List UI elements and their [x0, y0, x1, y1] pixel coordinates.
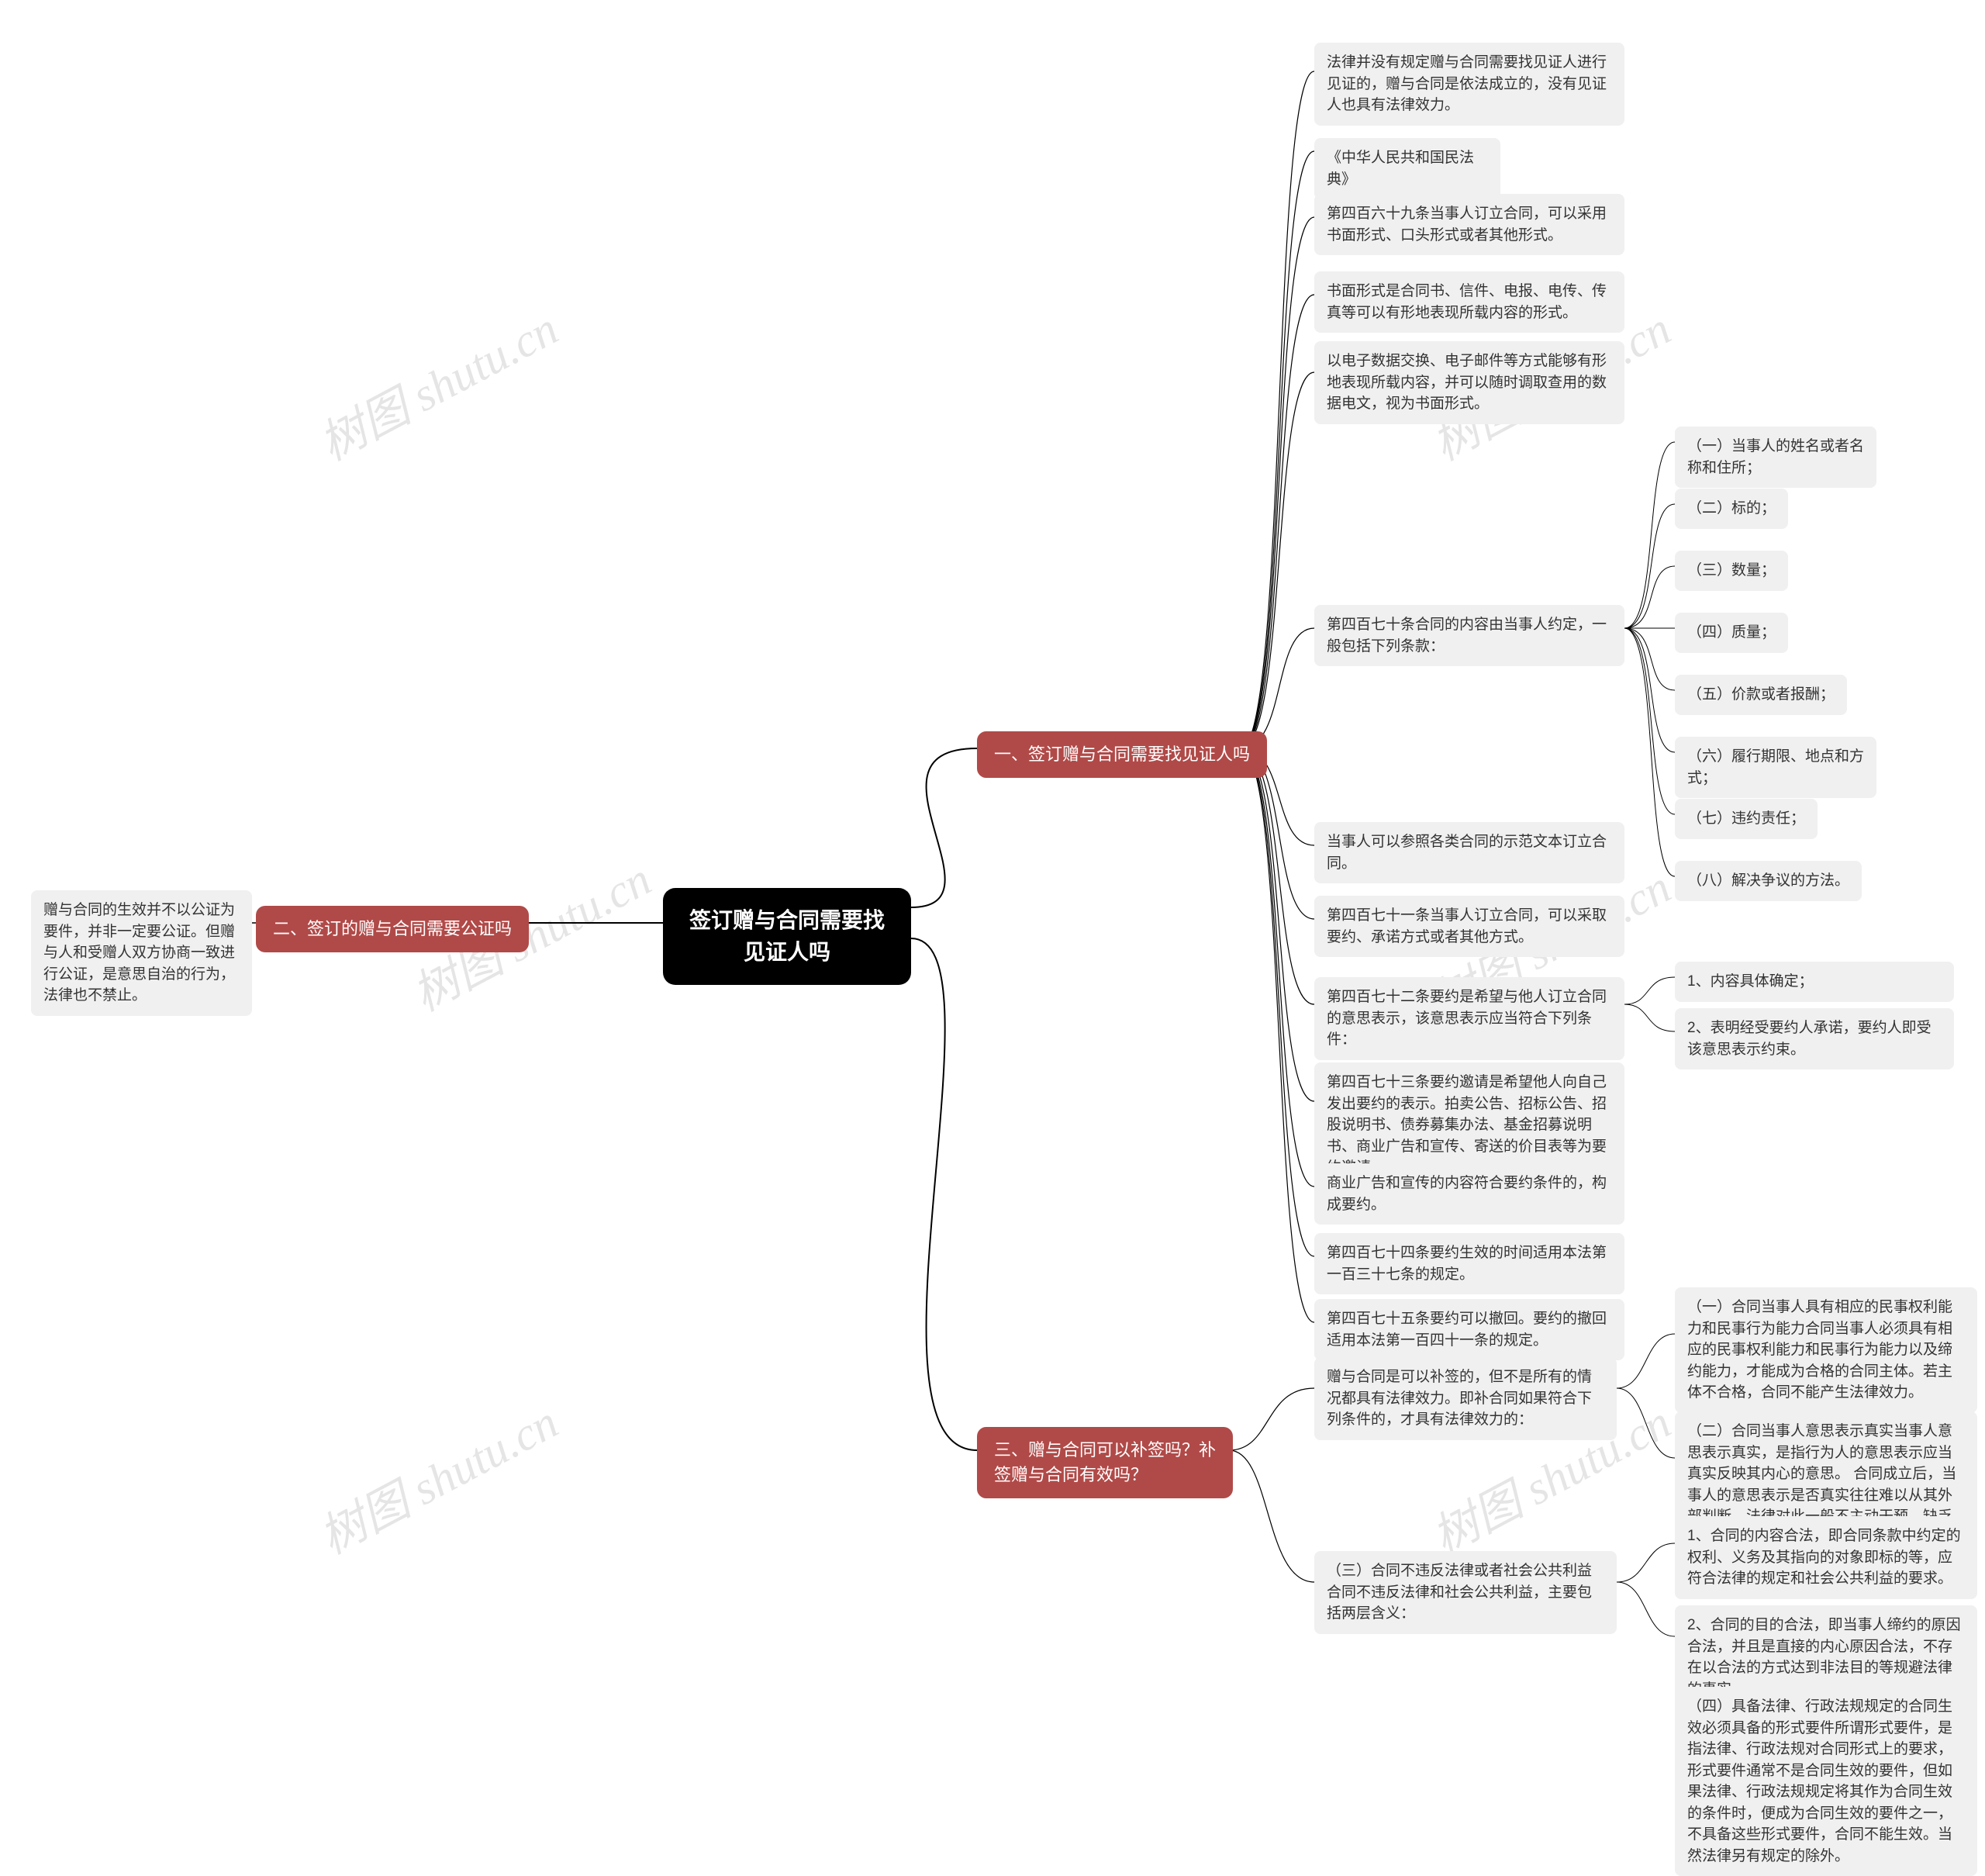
leaf-s1-a6-i2: （二）标的；	[1675, 489, 1788, 529]
leaf-s1-a8: 第四百七十一条当事人订立合同，可以采取要约、承诺方式或者其他方式。	[1314, 896, 1624, 957]
leaf-s1-a9-j1: 1、内容具体确定；	[1675, 962, 1954, 1002]
leaf-s1-a6-i7: （七）违约责任；	[1675, 799, 1818, 839]
leaf-s1-a9: 第四百七十二条要约是希望与他人订立合同的意思表示，该意思表示应当符合下列条件：	[1314, 977, 1624, 1060]
leaf-s1-a12: 第四百七十四条要约生效的时间适用本法第一百三十七条的规定。	[1314, 1233, 1624, 1294]
watermark: 树图 shutu.cn	[306, 292, 568, 474]
leaf-s1-a1: 法律并没有规定赠与合同需要找见证人进行见证的，赠与合同是依法成立的，没有见证人也…	[1314, 43, 1624, 126]
leaf-s1-a6-i8: （八）解决争议的方法。	[1675, 861, 1862, 901]
leaf-s1-a6-i3: （三）数量；	[1675, 551, 1788, 591]
leaf-s3-b1: 赠与合同是可以补签的，但不是所有的情况都具有法律效力。即补合同如果符合下列条件的…	[1314, 1357, 1617, 1440]
leaf-s3-b2-m1: 1、合同的内容合法，即合同条款中约定的权利、义务及其指向的对象即标的等，应符合法…	[1675, 1516, 1977, 1599]
leaf-s1-a5: 以电子数据交换、电子邮件等方式能够有形地表现所载内容，并可以随时调取查用的数据电…	[1314, 341, 1624, 424]
branch-section-1: 一、签订赠与合同需要找见证人吗	[977, 731, 1267, 778]
watermark: 树图 shutu.cn	[306, 1385, 568, 1567]
root-node: 签订赠与合同需要找见证人吗	[663, 888, 911, 985]
leaf-s3-b2: （三）合同不违反法律或者社会公共利益合同不违反法律和社会公共利益，主要包括两层含…	[1314, 1551, 1617, 1634]
leaf-s1-a9-j2: 2、表明经受要约人承诺，要约人即受该意思表示约束。	[1675, 1008, 1954, 1069]
leaf-s3-b3: （四）具备法律、行政法规规定的合同生效必须具备的形式要件所谓形式要件，是指法律、…	[1675, 1687, 1977, 1876]
leaf-s1-a11: 商业广告和宣传的内容符合要约条件的，构成要约。	[1314, 1163, 1624, 1225]
branch-section-3: 三、赠与合同可以补签吗？补签赠与合同有效吗？	[977, 1427, 1233, 1498]
leaf-s1-a6-i1: （一）当事人的姓名或者名称和住所；	[1675, 427, 1876, 488]
leaf-s1-a2: 《中华人民共和国民法典》	[1314, 138, 1500, 199]
leaf-s1-a6-i6: （六）履行期限、地点和方式；	[1675, 737, 1876, 798]
leaf-s1-a6-i4: （四）质量；	[1675, 613, 1788, 653]
leaf-s1-a13: 第四百七十五条要约可以撤回。要约的撤回适用本法第一百四十一条的规定。	[1314, 1299, 1624, 1360]
leaf-s1-a6-i5: （五）价款或者报酬；	[1675, 675, 1847, 715]
leaf-s1-a7: 当事人可以参照各类合同的示范文本订立合同。	[1314, 822, 1624, 883]
leaf-s1-a4: 书面形式是合同书、信件、电报、电传、传真等可以有形地表现所载内容的形式。	[1314, 271, 1624, 333]
leaf-s1-a3: 第四百六十九条当事人订立合同，可以采用书面形式、口头形式或者其他形式。	[1314, 194, 1624, 255]
branch-section-2: 二、签订的赠与合同需要公证吗	[256, 906, 529, 952]
leaf-s1-a6: 第四百七十条合同的内容由当事人约定，一般包括下列条款：	[1314, 605, 1624, 666]
leaf-s2: 赠与合同的生效并不以公证为要件，并非一定要公证。但赠与人和受赠人双方协商一致进行…	[31, 890, 252, 1016]
leaf-s3-b1-k1: （一）合同当事人具有相应的民事权利能力和民事行为能力合同当事人必须具有相应的民事…	[1675, 1287, 1977, 1413]
